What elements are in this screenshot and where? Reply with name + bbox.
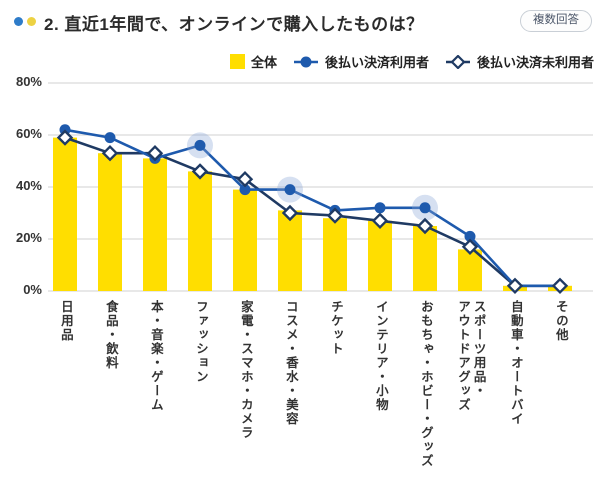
- legend-circle-marker-icon: [293, 56, 318, 67]
- x-label-wrap: コスメ・香水・美容: [284, 300, 306, 431]
- point-diamond-後払い決済未利用者: [281, 204, 299, 222]
- point-diamond-後払い決済未利用者: [461, 238, 479, 255]
- x-label-wrap: 食品・飲料: [104, 300, 126, 375]
- point-diamond-後払い決済未利用者: [146, 145, 164, 162]
- x-category-label: 自動車・オートバイ: [508, 300, 523, 426]
- chart-legend: 全体 後払い決済利用者 後払い決済未利用者: [229, 52, 594, 71]
- bar-全体: [278, 210, 302, 291]
- point-diamond-後払い決済未利用者: [326, 207, 344, 224]
- point-circle-後払い決済利用者: [104, 132, 116, 144]
- point-circle-後払い決済利用者: [239, 184, 251, 196]
- bar-全体: [458, 249, 482, 291]
- x-category-label: その他: [553, 300, 568, 342]
- legend-label: 全体: [250, 55, 277, 70]
- x-category-label: おもちゃ・ホビー・グッズ: [418, 300, 433, 468]
- legend-item-後払い決済未利用者: 後払い決済未利用者: [445, 52, 594, 71]
- point-circle-後払い決済利用者: [419, 202, 431, 214]
- point-diamond-後払い決済未利用者: [416, 217, 434, 235]
- chart-title: 2. 直近1年間で、オンラインで購入したものは？: [44, 15, 424, 34]
- x-label-wrap: 日用品: [59, 300, 81, 347]
- point-diamond-後払い決済未利用者: [191, 163, 209, 180]
- x-category-label: スポーツ用品・ アウトドアグッズ: [456, 300, 486, 412]
- x-category-label: 食品・飲料: [103, 300, 118, 370]
- x-category-label: チケット: [328, 300, 343, 356]
- accent-dot-blue-icon: [14, 17, 23, 26]
- legend-diamond-marker-icon: [445, 54, 470, 69]
- bar-全体: [368, 220, 392, 291]
- point-diamond-後払い決済未利用者: [56, 129, 74, 146]
- line-後払い決済利用者: [64, 128, 560, 288]
- point-diamond-後払い決済未利用者: [551, 277, 569, 294]
- point-diamond-後払い決済未利用者: [506, 277, 524, 294]
- legend-item-全体: 全体: [229, 52, 277, 71]
- x-label-wrap: インテリア・小物: [374, 300, 396, 417]
- x-label-wrap: ファッション: [194, 300, 216, 389]
- bar-全体: [98, 153, 122, 291]
- point-circle-後払い決済利用者: [284, 184, 296, 196]
- accent-dots: [14, 17, 36, 26]
- x-label-wrap: 家電・スマホ・カメラ: [239, 300, 261, 445]
- x-label-wrap: 自動車・オートバイ: [509, 300, 531, 431]
- y-tick-20%: 20%: [15, 230, 42, 245]
- chart-header: 2. 直近1年間で、オンラインで購入したものは？ 複数回答: [12, 10, 592, 38]
- y-tick-80%: 80%: [15, 74, 42, 89]
- point-circle-後払い決済利用者: [464, 230, 476, 242]
- line-後払い決済未利用者: [64, 136, 560, 288]
- x-category-label: インテリア・小物: [373, 300, 388, 412]
- bar-全体: [323, 218, 347, 291]
- multiple-answer-badge: 複数回答: [520, 10, 592, 32]
- x-category-label: 日用品: [58, 300, 73, 342]
- y-tick-40%: 40%: [15, 178, 42, 193]
- bar-全体: [143, 158, 167, 291]
- point-circle-後払い決済利用者: [194, 139, 206, 151]
- point-circle-後払い決済利用者: [374, 202, 386, 214]
- y-tick-60%: 60%: [15, 126, 42, 141]
- legend-bar-swatch-icon: [229, 54, 245, 69]
- x-label-wrap: その他: [554, 300, 576, 347]
- x-category-label: コスメ・香水・美容: [283, 300, 298, 426]
- bar-全体: [233, 189, 257, 291]
- x-label-wrap: スポーツ用品・ アウトドアグッズ: [456, 300, 501, 417]
- bar-全体: [53, 137, 77, 291]
- y-tick-0%: 0%: [23, 282, 42, 297]
- x-category-label: 家電・スマホ・カメラ: [238, 300, 253, 440]
- x-category-label: ファッション: [193, 300, 208, 384]
- bar-全体: [188, 171, 212, 291]
- point-diamond-後払い決済未利用者: [101, 145, 119, 162]
- legend-item-後払い決済利用者: 後払い決済利用者: [293, 52, 429, 71]
- point-diamond-後払い決済未利用者: [236, 171, 254, 188]
- legend-label: 後払い決済利用者: [324, 55, 429, 70]
- x-label-wrap: 本・音楽・ゲーム: [149, 300, 171, 417]
- legend-label: 後払い決済未利用者: [476, 55, 594, 70]
- accent-dot-yellow-icon: [27, 17, 36, 26]
- point-diamond-後払い決済未利用者: [371, 212, 389, 229]
- x-label-wrap: チケット: [329, 300, 351, 361]
- x-category-label: 本・音楽・ゲーム: [148, 300, 163, 412]
- bar-全体: [413, 226, 437, 291]
- x-label-wrap: おもちゃ・ホビー・グッズ: [419, 300, 441, 473]
